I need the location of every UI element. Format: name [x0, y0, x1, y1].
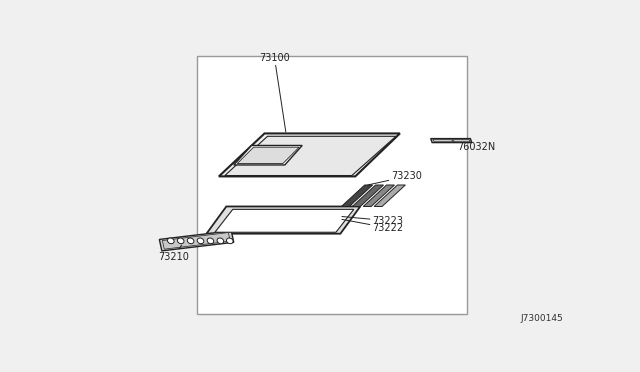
Ellipse shape: [168, 238, 174, 244]
Polygon shape: [433, 140, 470, 142]
Text: 73210: 73210: [158, 245, 189, 262]
Polygon shape: [225, 136, 396, 176]
Polygon shape: [215, 209, 354, 232]
Polygon shape: [159, 231, 234, 251]
Polygon shape: [219, 134, 400, 176]
Ellipse shape: [207, 238, 214, 244]
Text: 73223: 73223: [342, 216, 404, 226]
Polygon shape: [431, 139, 472, 142]
Polygon shape: [163, 232, 230, 249]
Polygon shape: [207, 206, 360, 234]
Polygon shape: [341, 185, 372, 206]
Text: 73222: 73222: [342, 219, 404, 233]
Polygon shape: [374, 185, 405, 206]
Polygon shape: [237, 147, 300, 164]
Polygon shape: [352, 185, 383, 206]
Text: 73100: 73100: [259, 52, 290, 132]
Text: 73230: 73230: [367, 171, 422, 185]
Ellipse shape: [188, 238, 194, 244]
Polygon shape: [364, 185, 394, 206]
Ellipse shape: [177, 238, 184, 244]
Polygon shape: [234, 145, 302, 165]
Text: 76032N: 76032N: [452, 141, 495, 152]
Ellipse shape: [227, 238, 233, 244]
Ellipse shape: [217, 238, 223, 244]
Ellipse shape: [197, 238, 204, 244]
Text: J7300145: J7300145: [521, 314, 564, 323]
Bar: [196, 56, 467, 314]
